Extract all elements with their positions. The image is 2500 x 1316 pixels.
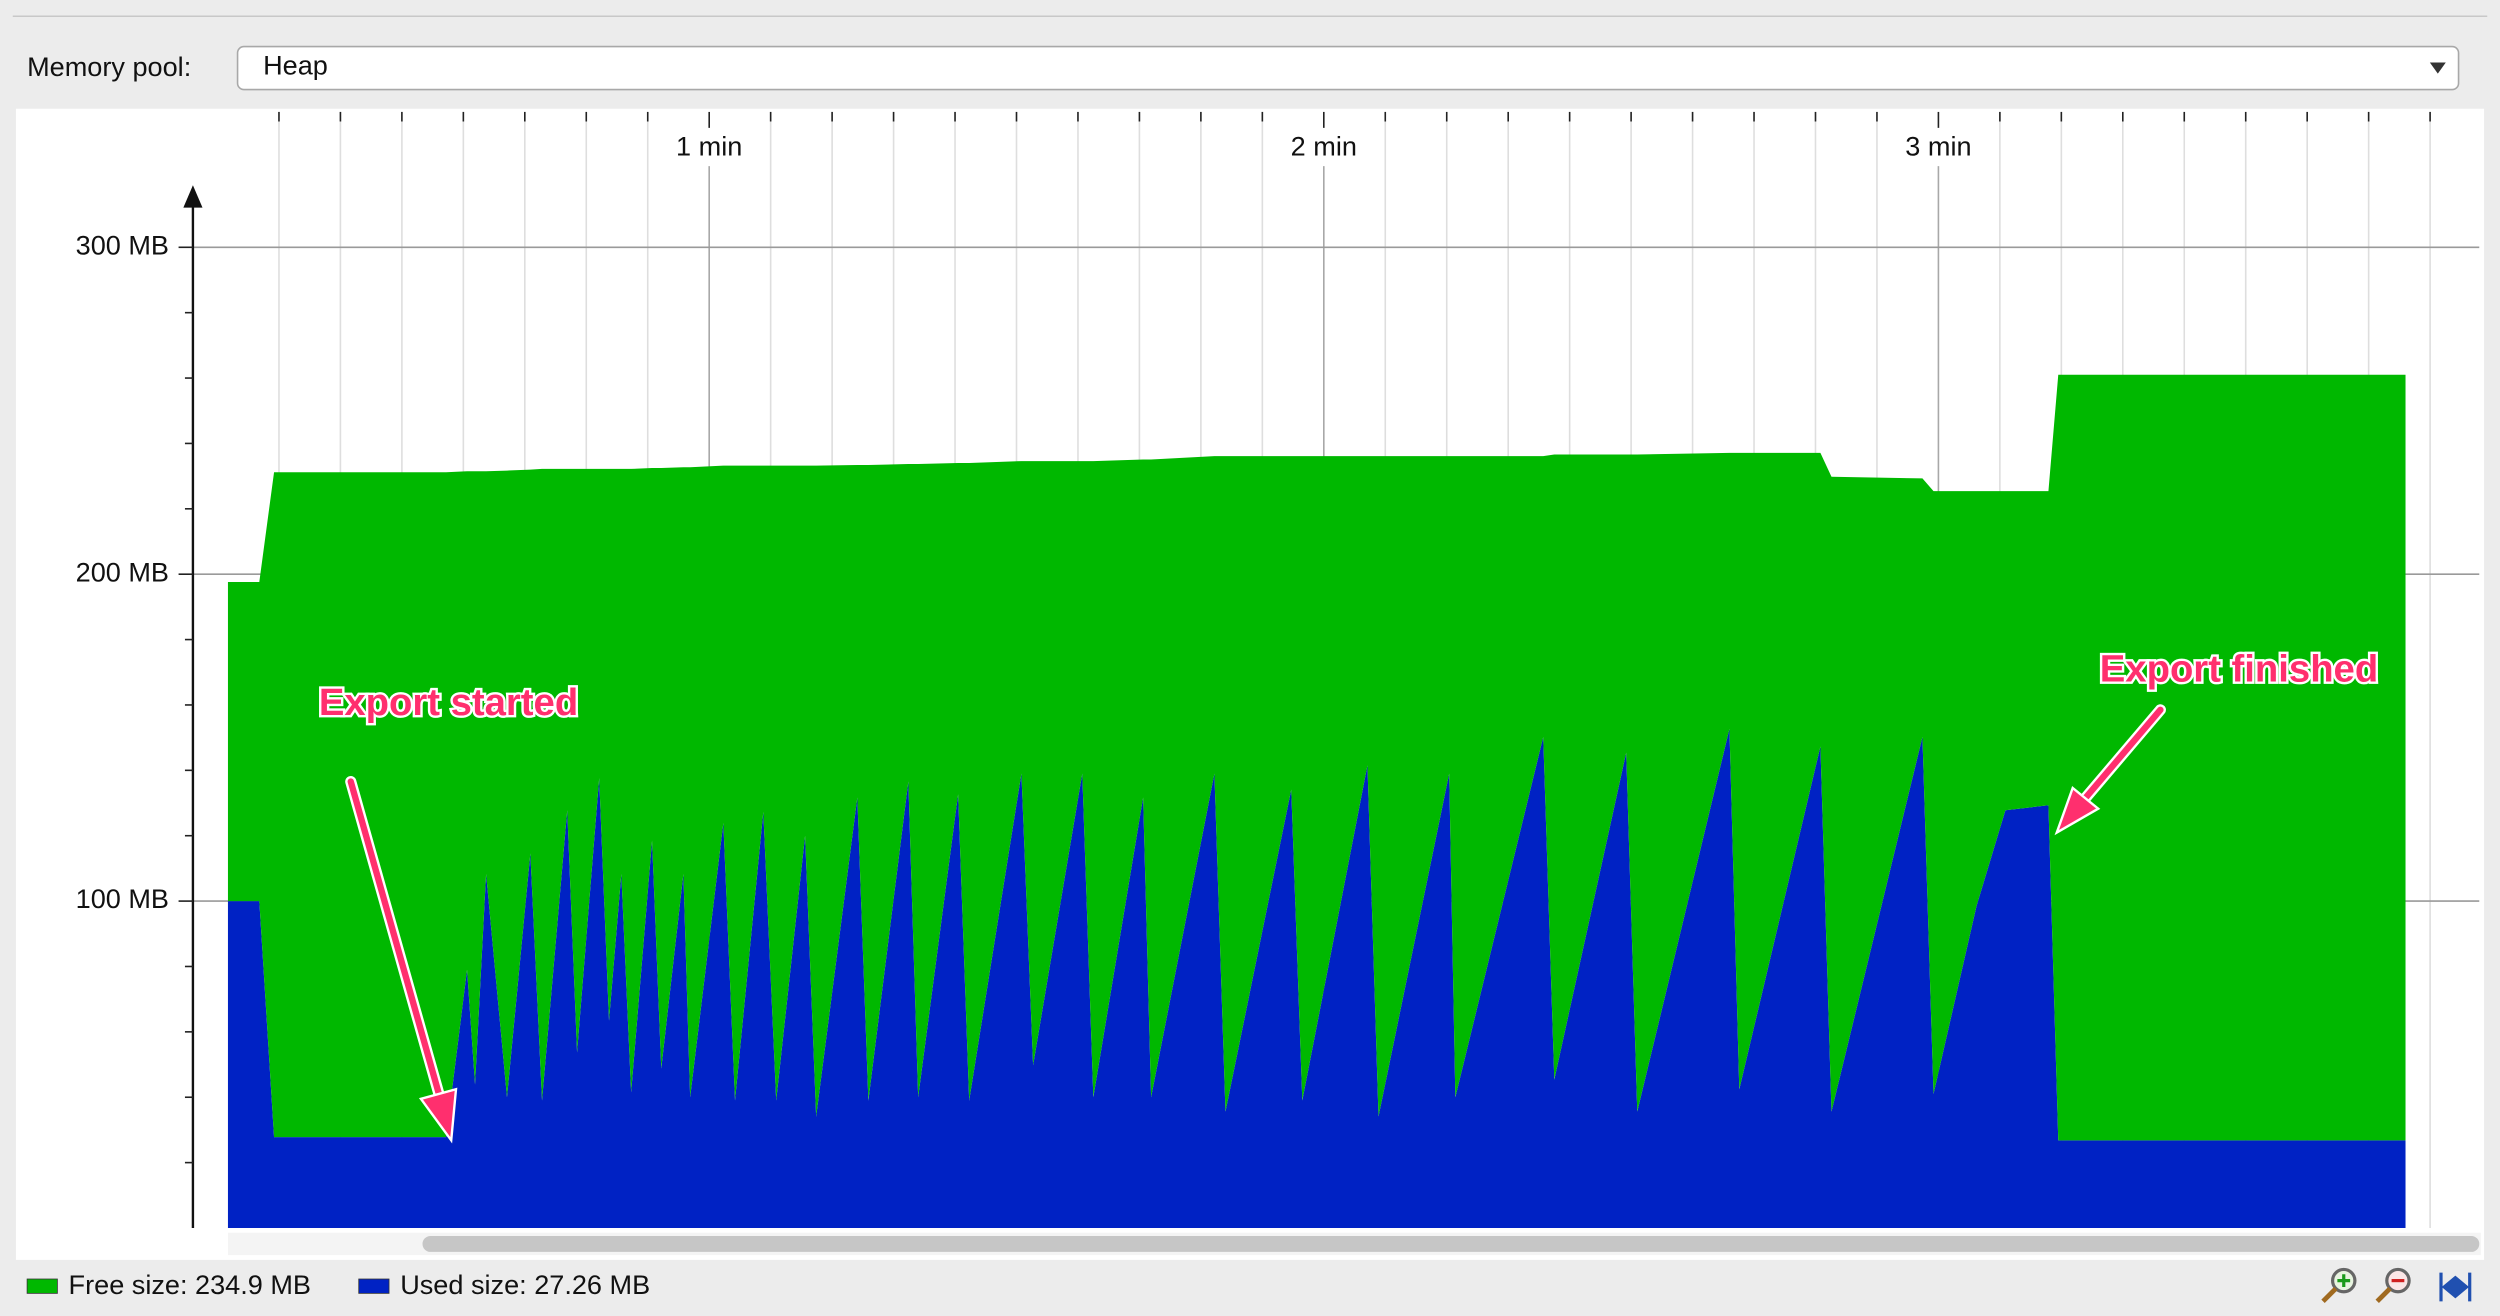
annotation-arrows <box>345 704 2166 1144</box>
y-tick-label: 300 MB <box>76 229 169 260</box>
x-tick-label: 2 min <box>1291 131 1357 162</box>
annotation: Export started <box>319 681 578 724</box>
area <box>227 374 2406 1141</box>
zoom-out-button[interactable] <box>2375 1267 2411 1304</box>
fit-button[interactable] <box>2439 1272 2472 1302</box>
legend-swatch <box>358 1278 390 1294</box>
combo-arrow[interactable] <box>2429 62 2446 74</box>
pool-label: Memory pool: <box>27 51 191 82</box>
combo-box[interactable] <box>236 45 2460 91</box>
zoom-in-button[interactable] <box>2321 1267 2357 1304</box>
legend-label: Used size: 27.26 MB <box>400 1269 650 1300</box>
fit-icon[interactable] <box>2439 1272 2472 1302</box>
zoom-plus[interactable] <box>2337 1274 2351 1287</box>
scrollbar-thumb[interactable] <box>422 1235 2480 1252</box>
labels: 1 min 2 min 3 min 100 MB 200 MB 300 MB <box>76 111 2431 1164</box>
axes <box>183 185 203 1228</box>
areas <box>227 374 2406 1228</box>
zoom-handle[interactable] <box>2375 1286 2392 1304</box>
arrow-head <box>2054 785 2101 836</box>
zoom-handle[interactable] <box>2321 1286 2338 1304</box>
arrow <box>2075 706 2164 809</box>
legend-swatch <box>26 1278 58 1294</box>
x-tick-label: 3 min <box>1905 131 1971 162</box>
legend: Free size: 234.9 MB Used size: 27.26 MB <box>26 1269 650 1300</box>
pool-combo[interactable]: Heap <box>236 45 2460 91</box>
arrow <box>347 778 445 1107</box>
y-axis-arrow <box>183 185 203 208</box>
legend-label: Free size: 234.9 MB <box>69 1269 311 1300</box>
area <box>227 728 2406 1228</box>
arrow-head <box>418 1087 458 1144</box>
x-tick-label: 1 min <box>676 131 742 162</box>
annotation: Export finished <box>2100 648 2378 691</box>
y-tick-label: 200 MB <box>76 556 169 587</box>
combo-value[interactable]: Heap <box>263 49 328 80</box>
y-tick-label: 100 MB <box>76 883 169 914</box>
